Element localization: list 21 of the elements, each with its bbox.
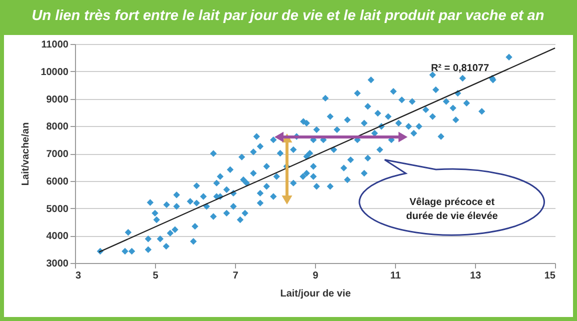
- y-tick-label: 10000: [40, 66, 69, 78]
- x-tick-label: 9: [312, 270, 319, 282]
- x-tick-label: 3: [76, 270, 82, 282]
- y-tick-label: 7000: [46, 149, 69, 160]
- y-axis-title: Lait/vache/an: [20, 122, 32, 186]
- x-tick-label: 5: [152, 270, 159, 282]
- y-tick-label: 6000: [46, 176, 69, 188]
- x-tick-label: 7: [232, 270, 239, 282]
- annotation: R² = 0,81077: [430, 63, 490, 74]
- y-tick-label: 4000: [46, 231, 69, 242]
- x-axis-title: Lait/jour de vie: [280, 288, 352, 300]
- y-tick-label: 11000: [41, 40, 69, 50]
- y-tick-label: 5000: [46, 204, 69, 215]
- x-tick-label: 11: [390, 270, 402, 282]
- y-tick-label: 3000: [46, 258, 69, 270]
- chart-title: Un lien très fort entre le lait par jour de vie et le lait produit par vache et an: [32, 8, 544, 24]
- x-tick-label: 15: [544, 270, 556, 282]
- x-tick-label: 13: [470, 270, 482, 282]
- y-tick-label: 9000: [46, 94, 69, 106]
- y-tick-label: 8000: [46, 122, 69, 133]
- annotation: Vêlage précoce et durée de vie élevée: [406, 197, 498, 222]
